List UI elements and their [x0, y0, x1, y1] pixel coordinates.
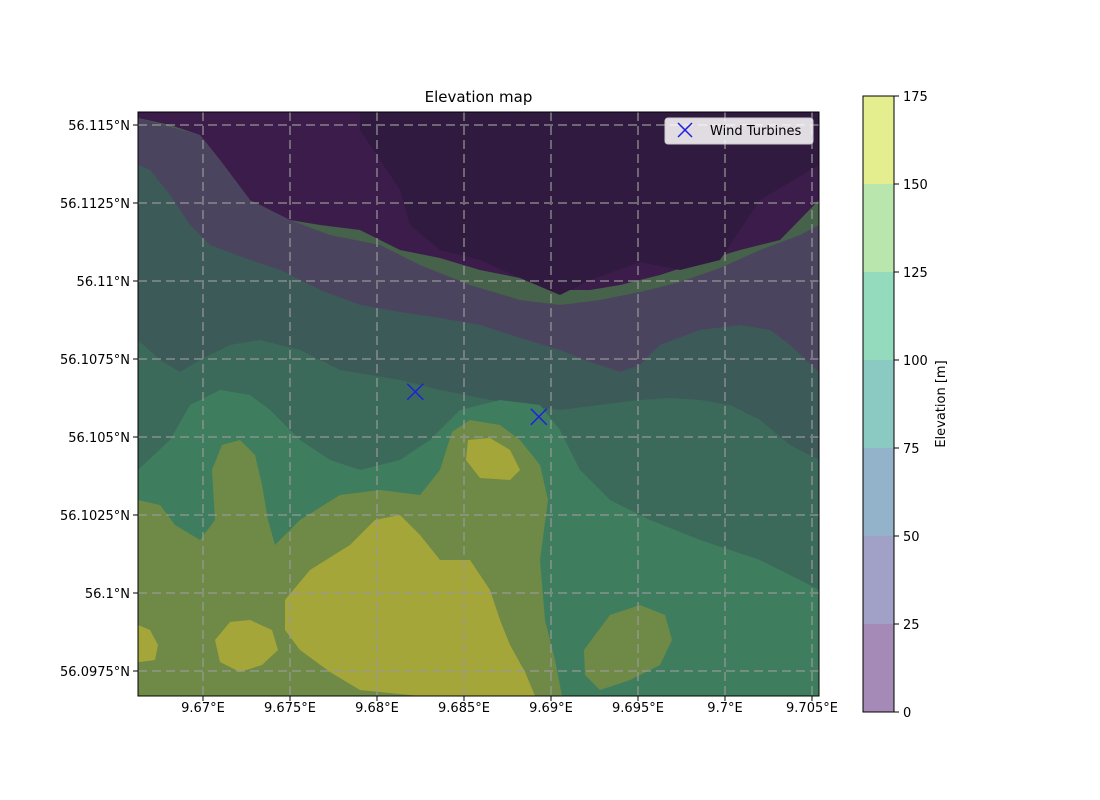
colorbar-segment	[863, 624, 894, 712]
lat-tick-label: 56.1075°N	[60, 353, 130, 368]
legend: Wind Turbines	[664, 117, 814, 145]
lat-tick-labels: 56.115°N 56.1125°N 56.11°N 56.1075°N 56.…	[60, 119, 130, 680]
colorbar-segment	[863, 536, 894, 624]
map-panel	[138, 112, 819, 696]
colorbar-tick-label: 50	[903, 530, 920, 545]
legend-x-icon	[677, 122, 693, 138]
wind-turbine-marker	[406, 383, 424, 401]
elevation-band-150-175	[138, 438, 535, 696]
lat-tick-label: 56.1°N	[85, 587, 130, 602]
colorbar-tick-label: 150	[903, 178, 928, 193]
lat-tick-label: 56.115°N	[68, 119, 130, 134]
lat-tick-label: 56.105°N	[68, 431, 130, 446]
colorbar-tick-label: 25	[903, 618, 920, 633]
lon-tick-label: 9.67°E	[181, 701, 225, 716]
elevation-band-25-50	[138, 118, 819, 372]
wind-turbine-marker	[530, 408, 548, 426]
colorbar-label: Elevation [m]	[934, 360, 949, 447]
lon-tick-label: 9.7°E	[707, 701, 742, 716]
lat-tick-label: 56.0975°N	[60, 665, 130, 680]
map-grid	[138, 112, 819, 696]
map-title: Elevation map	[424, 88, 533, 106]
lat-tick-label: 56.1025°N	[60, 509, 130, 524]
lat-tick-label: 56.1125°N	[60, 197, 130, 212]
colorbar-segment	[863, 448, 894, 536]
colorbar-segments	[863, 96, 894, 712]
colorbar-tick-label: 75	[903, 442, 920, 457]
lon-tick-label: 9.69°E	[529, 701, 573, 716]
colorbar-frame	[862, 95, 895, 713]
legend-label: Wind Turbines	[710, 124, 801, 139]
map-frame	[137, 111, 820, 697]
lat-tick-label: 56.11°N	[77, 275, 130, 290]
lon-tick-label: 9.705°E	[786, 701, 838, 716]
lat-axis	[133, 124, 138, 672]
colorbar-segment	[863, 360, 894, 448]
lon-tick-labels: 9.67°E 9.675°E 9.68°E 9.685°E 9.69°E 9.6…	[181, 701, 838, 716]
elevation-band-50-75	[138, 165, 819, 460]
colorbar-segment	[863, 96, 894, 184]
lon-tick-label: 9.675°E	[264, 701, 316, 716]
colorbar-tick-label: 175	[903, 90, 928, 105]
legend-box	[664, 117, 814, 145]
lon-tick-label: 9.695°E	[612, 701, 664, 716]
turbine-layer	[406, 383, 548, 426]
colorbar-segment	[863, 184, 894, 272]
colorbar-ticks: 0 25 50 75 100 125 150 175	[894, 90, 928, 721]
colorbar-tick-label: 0	[903, 706, 911, 721]
colorbar-tick-label: 100	[903, 354, 928, 369]
lon-axis	[202, 696, 813, 701]
colorbar: 0 25 50 75 100 125 150 175 Elevation [m]	[862, 90, 949, 721]
lon-tick-label: 9.685°E	[438, 701, 490, 716]
lon-tick-label: 9.68°E	[355, 701, 399, 716]
colorbar-segment	[863, 272, 894, 360]
colorbar-tick-label: 125	[903, 266, 928, 281]
